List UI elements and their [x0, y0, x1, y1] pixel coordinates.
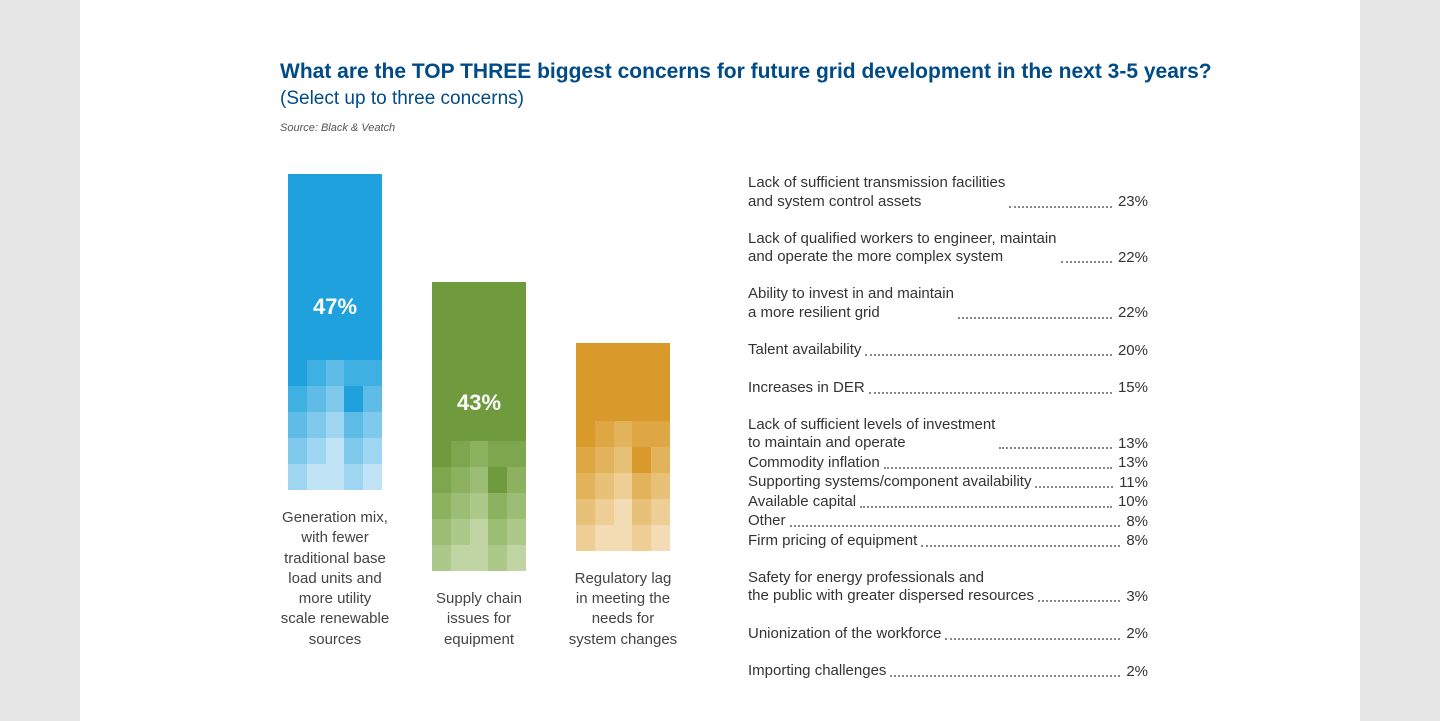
list-group-gap — [748, 323, 1148, 341]
list-item-value: 8% — [1124, 512, 1148, 532]
list-item-value: 20% — [1116, 341, 1148, 361]
list-item-value: 13% — [1116, 453, 1148, 473]
list-item: Ability to invest in and maintain a more… — [748, 285, 1148, 323]
leader-dots — [1038, 600, 1120, 602]
list-item: Supporting systems/component availabilit… — [748, 473, 1148, 493]
leader-dots — [958, 317, 1112, 319]
leader-dots — [1035, 486, 1113, 488]
list-item-label: Firm pricing of equipment — [748, 532, 917, 551]
list-item: Other 8% — [748, 512, 1148, 532]
concerns-list: Lack of sufficient transmission faciliti… — [748, 174, 1148, 681]
chart-subtitle: (Select up to three concerns) — [280, 88, 1270, 110]
bar-fade — [432, 441, 526, 571]
list-item-label: Commodity inflation — [748, 454, 880, 473]
list-item-label: Increases in DER — [748, 379, 865, 398]
bar-value: 31% — [601, 417, 645, 443]
list-item: Available capital 10% — [748, 492, 1148, 512]
leader-dots — [865, 354, 1112, 356]
list-item-value: 13% — [1116, 434, 1148, 454]
list-item-label: Ability to invest in and maintain a more… — [748, 285, 954, 323]
leader-dots — [945, 638, 1120, 640]
list-item-label: Unionization of the workforce — [748, 625, 941, 644]
bar-column: 47% Generation mix, with fewer traditiona… — [280, 174, 390, 650]
list-item-value: 23% — [1116, 192, 1148, 212]
leader-dots — [1061, 261, 1112, 263]
list-item-label: Lack of qualified workers to engineer, m… — [748, 230, 1057, 268]
list-item-label: Lack of sufficient levels of investment … — [748, 416, 995, 454]
list-item: Lack of sufficient levels of investment … — [748, 416, 1148, 454]
list-item: Firm pricing of equipment 8% — [748, 531, 1148, 551]
list-item-label: Lack of sufficient transmission faciliti… — [748, 174, 1005, 212]
list-item: Lack of sufficient transmission faciliti… — [748, 174, 1148, 212]
list-item-label: Available capital — [748, 493, 856, 512]
leader-dots — [999, 447, 1112, 449]
leader-dots — [790, 525, 1121, 527]
list-group-gap — [748, 212, 1148, 230]
list-item: Increases in DER 15% — [748, 378, 1148, 398]
bar-chart: 47% Generation mix, with fewer traditiona… — [280, 174, 678, 650]
list-item-label: Supporting systems/component availabilit… — [748, 473, 1031, 492]
list-item-value: 10% — [1116, 492, 1148, 512]
list-item: Commodity inflation 13% — [748, 453, 1148, 473]
list-item-value: 22% — [1116, 248, 1148, 268]
list-item-label: Talent availability — [748, 341, 861, 360]
chart-card: What are the TOP THREE biggest concerns … — [80, 0, 1360, 721]
list-item-value: 2% — [1124, 662, 1148, 682]
leader-dots — [860, 506, 1112, 508]
list-item: Importing challenges 2% — [748, 662, 1148, 682]
bar: 47% — [288, 174, 382, 490]
list-group-gap — [748, 551, 1148, 569]
list-item: Talent availability 20% — [748, 341, 1148, 361]
list-item: Unionization of the workforce 2% — [748, 624, 1148, 644]
leader-dots — [890, 675, 1120, 677]
page: What are the TOP THREE biggest concerns … — [0, 0, 1440, 721]
bar-label: Regulatory lag in meeting the needs for … — [568, 569, 678, 650]
list-group-gap — [748, 606, 1148, 624]
list-item: Safety for energy professionals and the … — [748, 569, 1148, 607]
bar: 31% — [576, 343, 670, 551]
list-item-value: 15% — [1116, 378, 1148, 398]
chart-source: Source: Black & Veatch — [280, 122, 1270, 134]
list-item-value: 8% — [1124, 531, 1148, 551]
bar: 43% — [432, 282, 526, 571]
chart-title: What are the TOP THREE biggest concerns … — [280, 60, 1270, 84]
bar-fade — [288, 360, 382, 490]
list-group-gap — [748, 644, 1148, 662]
bar-label: Supply chain issues for equipment — [424, 589, 534, 650]
leader-dots — [884, 467, 1112, 469]
bar-label: Generation mix, with fewer traditional b… — [280, 508, 390, 650]
bar-value: 43% — [457, 390, 501, 416]
list-item-value: 3% — [1124, 587, 1148, 607]
chart-content: 47% Generation mix, with fewer traditiona… — [280, 174, 1270, 681]
list-group-gap — [748, 267, 1148, 285]
bar-column: 31% Regulatory lag in meeting the needs f… — [568, 343, 678, 650]
leader-dots — [921, 545, 1120, 547]
list-item-label: Importing challenges — [748, 662, 886, 681]
list-item-label: Other — [748, 512, 786, 531]
list-group-gap — [748, 398, 1148, 416]
list-item-label: Safety for energy professionals and the … — [748, 569, 1034, 607]
list-item-value: 11% — [1117, 473, 1148, 493]
leader-dots — [869, 392, 1112, 394]
list-item-value: 2% — [1124, 624, 1148, 644]
list-item-value: 22% — [1116, 303, 1148, 323]
leader-dots — [1009, 206, 1112, 208]
bar-column: 43% Supply chain issues for equipment — [424, 282, 534, 650]
list-group-gap — [748, 360, 1148, 378]
bar-value: 47% — [313, 294, 357, 320]
list-item: Lack of qualified workers to engineer, m… — [748, 230, 1148, 268]
